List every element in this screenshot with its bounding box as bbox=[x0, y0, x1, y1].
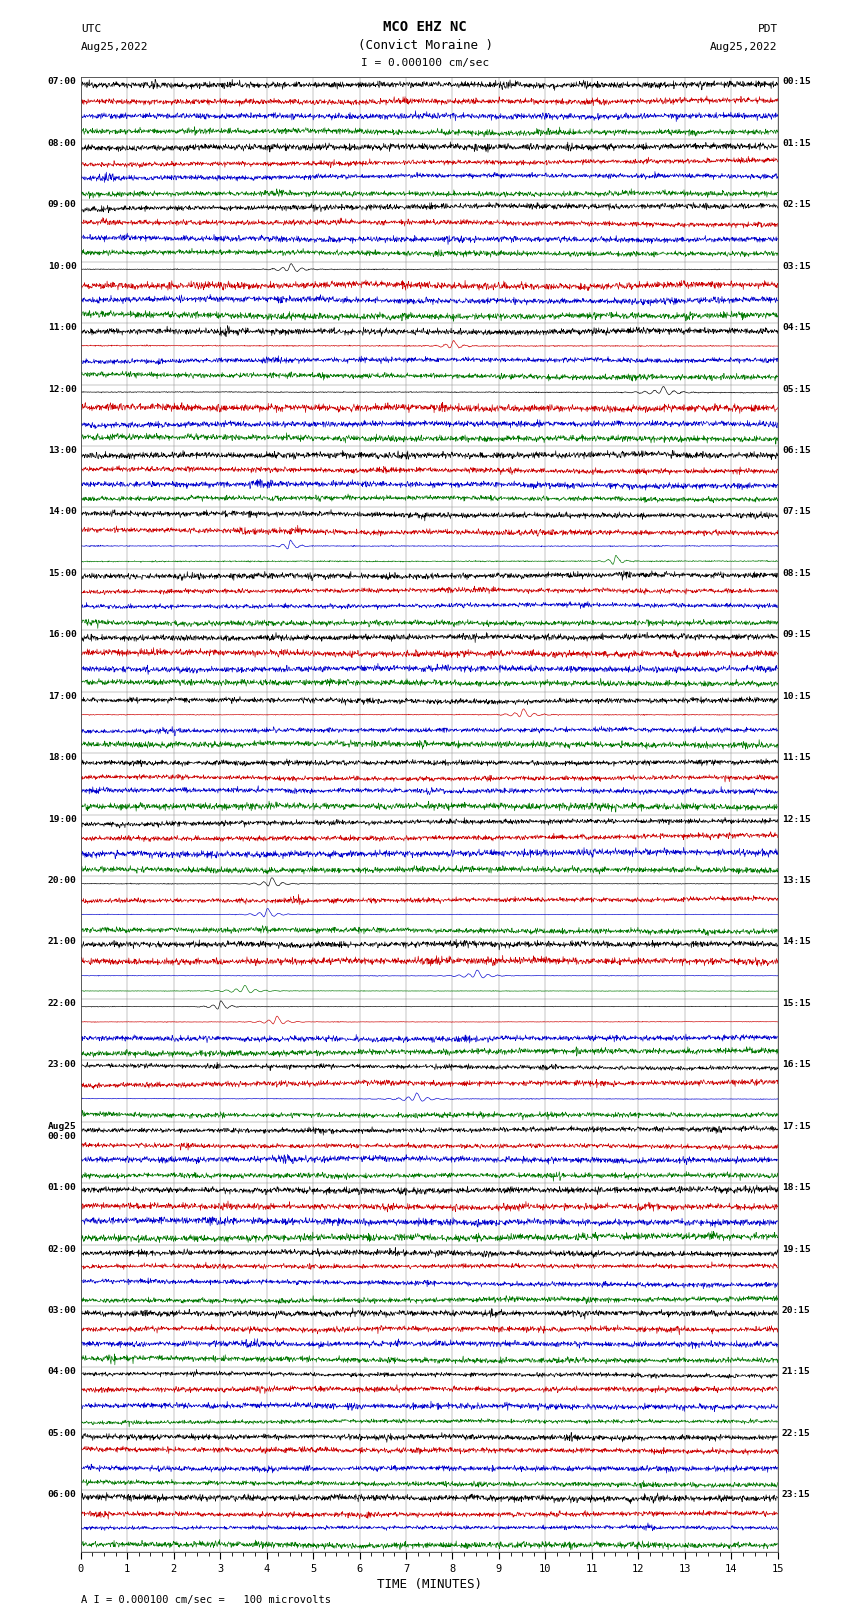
Text: 15:15: 15:15 bbox=[782, 998, 811, 1008]
Text: 07:15: 07:15 bbox=[782, 508, 811, 516]
Text: 18:00: 18:00 bbox=[48, 753, 76, 761]
Text: 19:00: 19:00 bbox=[48, 815, 76, 824]
Text: 08:00: 08:00 bbox=[48, 139, 76, 148]
Text: 14:00: 14:00 bbox=[48, 508, 76, 516]
Text: 13:00: 13:00 bbox=[48, 447, 76, 455]
Text: Aug25,2022: Aug25,2022 bbox=[81, 42, 148, 52]
Text: UTC: UTC bbox=[81, 24, 101, 34]
Text: MCO EHZ NC: MCO EHZ NC bbox=[383, 19, 467, 34]
Text: 09:15: 09:15 bbox=[782, 631, 811, 639]
Text: 20:15: 20:15 bbox=[782, 1307, 811, 1315]
Text: 11:15: 11:15 bbox=[782, 753, 811, 761]
Text: Aug25
00:00: Aug25 00:00 bbox=[48, 1121, 76, 1140]
Text: 20:00: 20:00 bbox=[48, 876, 76, 886]
Text: 13:15: 13:15 bbox=[782, 876, 811, 886]
Text: 17:15: 17:15 bbox=[782, 1121, 811, 1131]
Text: 10:15: 10:15 bbox=[782, 692, 811, 700]
Text: A I = 0.000100 cm/sec =   100 microvolts: A I = 0.000100 cm/sec = 100 microvolts bbox=[81, 1595, 331, 1605]
Text: 08:15: 08:15 bbox=[782, 569, 811, 577]
Text: 01:15: 01:15 bbox=[782, 139, 811, 148]
Text: 22:00: 22:00 bbox=[48, 998, 76, 1008]
Text: 17:00: 17:00 bbox=[48, 692, 76, 700]
Text: 15:00: 15:00 bbox=[48, 569, 76, 577]
Text: 04:00: 04:00 bbox=[48, 1368, 76, 1376]
Text: 09:00: 09:00 bbox=[48, 200, 76, 210]
Text: 16:15: 16:15 bbox=[782, 1060, 811, 1069]
Text: 19:15: 19:15 bbox=[782, 1245, 811, 1253]
Text: 21:00: 21:00 bbox=[48, 937, 76, 947]
Text: 18:15: 18:15 bbox=[782, 1184, 811, 1192]
Text: 06:15: 06:15 bbox=[782, 447, 811, 455]
Text: 04:15: 04:15 bbox=[782, 323, 811, 332]
Text: (Convict Moraine ): (Convict Moraine ) bbox=[358, 39, 492, 52]
Text: 05:00: 05:00 bbox=[48, 1429, 76, 1437]
Text: 00:15: 00:15 bbox=[782, 77, 811, 87]
X-axis label: TIME (MINUTES): TIME (MINUTES) bbox=[377, 1578, 482, 1590]
Text: 03:15: 03:15 bbox=[782, 261, 811, 271]
Text: PDT: PDT bbox=[757, 24, 778, 34]
Text: 23:00: 23:00 bbox=[48, 1060, 76, 1069]
Text: 23:15: 23:15 bbox=[782, 1490, 811, 1498]
Text: 12:15: 12:15 bbox=[782, 815, 811, 824]
Text: 06:00: 06:00 bbox=[48, 1490, 76, 1498]
Text: 07:00: 07:00 bbox=[48, 77, 76, 87]
Text: 14:15: 14:15 bbox=[782, 937, 811, 947]
Text: I = 0.000100 cm/sec: I = 0.000100 cm/sec bbox=[361, 58, 489, 68]
Text: 16:00: 16:00 bbox=[48, 631, 76, 639]
Text: 01:00: 01:00 bbox=[48, 1184, 76, 1192]
Text: 02:15: 02:15 bbox=[782, 200, 811, 210]
Text: 02:00: 02:00 bbox=[48, 1245, 76, 1253]
Text: 05:15: 05:15 bbox=[782, 384, 811, 394]
Text: 10:00: 10:00 bbox=[48, 261, 76, 271]
Text: Aug25,2022: Aug25,2022 bbox=[711, 42, 778, 52]
Text: 22:15: 22:15 bbox=[782, 1429, 811, 1437]
Text: 21:15: 21:15 bbox=[782, 1368, 811, 1376]
Text: 11:00: 11:00 bbox=[48, 323, 76, 332]
Text: 03:00: 03:00 bbox=[48, 1307, 76, 1315]
Text: 12:00: 12:00 bbox=[48, 384, 76, 394]
